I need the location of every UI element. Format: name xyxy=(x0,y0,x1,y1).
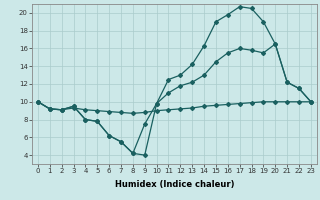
X-axis label: Humidex (Indice chaleur): Humidex (Indice chaleur) xyxy=(115,180,234,189)
